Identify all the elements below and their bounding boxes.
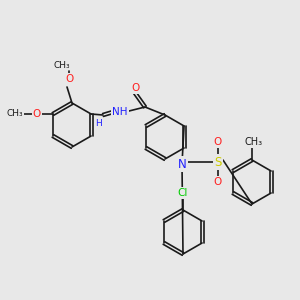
Text: O: O bbox=[65, 74, 73, 84]
Text: Cl: Cl bbox=[178, 188, 188, 198]
Text: CH₃: CH₃ bbox=[7, 110, 23, 118]
Text: CH₃: CH₃ bbox=[245, 137, 263, 147]
Text: NH: NH bbox=[112, 107, 128, 117]
Text: O: O bbox=[214, 137, 222, 147]
Text: O: O bbox=[33, 109, 41, 119]
Text: H: H bbox=[94, 118, 101, 127]
Text: N: N bbox=[178, 158, 186, 170]
Text: S: S bbox=[214, 155, 222, 169]
Text: O: O bbox=[131, 83, 139, 93]
Text: CH₃: CH₃ bbox=[54, 61, 70, 70]
Text: O: O bbox=[214, 177, 222, 187]
